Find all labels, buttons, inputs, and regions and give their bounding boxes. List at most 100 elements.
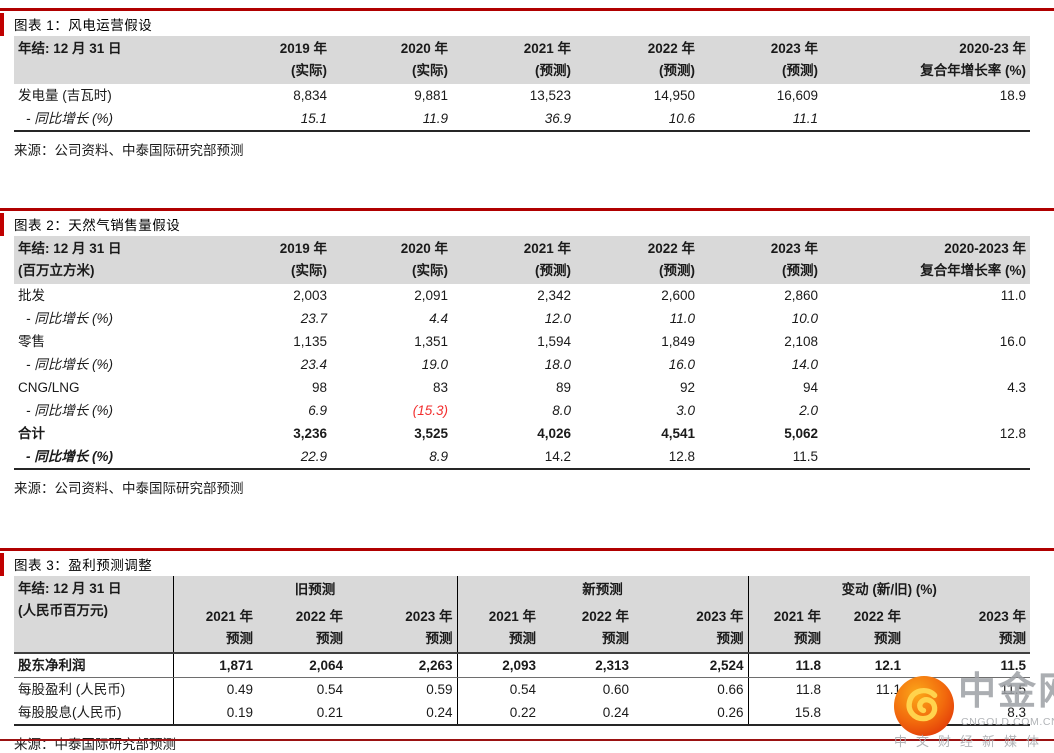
chart3-top-rule bbox=[0, 548, 1054, 551]
value-cell: 2,093 bbox=[456, 652, 540, 678]
col-header-2021: 2021 年预测 bbox=[747, 604, 825, 653]
value-cell: 11.5 bbox=[1000, 682, 1027, 697]
page-bottom-rule bbox=[0, 739, 1054, 741]
value-cell: 2,860 bbox=[784, 288, 818, 303]
col-header-2023: 2023 年预测 bbox=[633, 604, 748, 653]
col-header-2020: 2020 年 (实际) bbox=[331, 36, 452, 84]
value-cell: 8.9 bbox=[331, 445, 452, 470]
value-cell: 0.24 bbox=[540, 701, 633, 726]
chart3-red-bar bbox=[0, 552, 4, 576]
value-cell: 3,236 bbox=[293, 426, 327, 441]
chart3-section: 图表 3：盈利预测调整 年结: 12 月 31 日 (人民币百万元) 旧预测 新… bbox=[0, 548, 1054, 753]
value-cell: 15.1 bbox=[209, 107, 331, 132]
value-cell: 92 bbox=[679, 380, 695, 395]
value-cell: 18.9 bbox=[999, 88, 1026, 103]
chart1-top-rule bbox=[0, 8, 1054, 11]
chart3-source: 来源：中泰国际研究部预测 bbox=[14, 737, 176, 752]
value-cell: 0.49 bbox=[172, 677, 257, 701]
chart1-header-row: 年结: 12 月 31 日 2019 年 (实际) 2020 年 (实际) 2021… bbox=[14, 36, 1030, 84]
value-cell: 2,524 bbox=[633, 652, 748, 678]
row-label: 每股盈利 (人民币) bbox=[18, 682, 126, 697]
value-cell: 4,026 bbox=[537, 426, 571, 441]
negative-value-cell: (15.3) bbox=[412, 403, 448, 418]
value-cell: 1,849 bbox=[661, 334, 695, 349]
row-label: 股东净利润 bbox=[14, 652, 173, 678]
chart3-group-header-row: 年结: 12 月 31 日 (人民币百万元) 旧预测 新预测 变动 (新/旧) … bbox=[14, 576, 1031, 653]
value-cell: 3.0 bbox=[676, 403, 695, 418]
value-cell: 2,600 bbox=[661, 288, 695, 303]
value-cell: 1,135 bbox=[293, 334, 327, 349]
value-cell: 98 bbox=[311, 380, 327, 395]
col-header-2021: 2021 年 (预测) bbox=[452, 236, 575, 284]
group-header-new-forecast: 新预测 bbox=[456, 576, 748, 604]
value-cell: 15.8 bbox=[747, 701, 825, 726]
value-cell: 2,263 bbox=[347, 652, 457, 678]
value-cell: 14.2 bbox=[452, 445, 575, 470]
value-cell: 8.3 bbox=[905, 701, 1031, 726]
table-row: - 同比增长 (%) 23.7 4.4 12.0 11.0 10.0 bbox=[14, 307, 1030, 330]
group-header-change: 变动 (新/旧) (%) bbox=[747, 576, 1031, 604]
value-cell: 12.8 bbox=[575, 445, 699, 470]
value-cell: 23.4 bbox=[300, 357, 327, 372]
value-cell: 10.6 bbox=[575, 107, 699, 132]
value-cell: 2,064 bbox=[257, 652, 347, 678]
row-label: 每股股息(人民币) bbox=[14, 701, 173, 726]
value-cell: 89 bbox=[555, 380, 571, 395]
row-label: - 同比增长 (%) bbox=[14, 107, 209, 132]
value-cell: 11.5 bbox=[905, 652, 1031, 678]
chart2-source: 来源：公司资料、中泰国际研究部预测 bbox=[14, 481, 244, 496]
value-cell: 3,525 bbox=[414, 426, 448, 441]
row-label: 发电量 (吉瓦时) bbox=[18, 88, 112, 103]
chart2-header-row: 年结: 12 月 31 日 (百万立方米) 2019 年 (实际) 2020 年(… bbox=[14, 236, 1030, 284]
value-cell: 4,541 bbox=[661, 426, 695, 441]
chart3-year-header-row: 2021 年预测 2022 年预测 2023 年预测 2021 年预测 2022… bbox=[14, 604, 1031, 653]
table-row: 股东净利润 1,871 2,064 2,263 2,093 2,313 2,52… bbox=[14, 652, 1031, 678]
value-cell: 0.54 bbox=[316, 682, 343, 697]
value-cell: 11.9 bbox=[331, 107, 452, 132]
chart1-source: 来源：公司资料、中泰国际研究部预测 bbox=[14, 143, 244, 158]
value-cell: 8,834 bbox=[293, 88, 327, 103]
col-header-2019: 2019 年 (实际) bbox=[209, 36, 331, 84]
value-cell: 6.9 bbox=[308, 403, 327, 418]
value-cell: 0.26 bbox=[633, 701, 748, 726]
table-row: CNG/LNG 98 83 89 92 94 4.3 bbox=[14, 376, 1030, 399]
table-row: 零售 1,135 1,351 1,594 1,849 2,108 16.0 bbox=[14, 330, 1030, 353]
value-cell: 18.0 bbox=[544, 357, 571, 372]
table-row: - 同比增长 (%) 6.9 (15.3) 8.0 3.0 2.0 bbox=[14, 399, 1030, 422]
value-cell: 4.3 bbox=[1007, 380, 1026, 395]
table-row: 每股股息(人民币) 0.19 0.21 0.24 0.22 0.24 0.26 … bbox=[14, 701, 1031, 726]
value-cell: 5,062 bbox=[784, 426, 818, 441]
value-cell: 14.0 bbox=[791, 357, 818, 372]
value-cell: 2,003 bbox=[293, 288, 327, 303]
chart1-red-bar bbox=[0, 12, 4, 36]
value-cell: 12.0 bbox=[544, 311, 571, 326]
col-header-2022: 2022 年 (预测) bbox=[575, 236, 699, 284]
value-cell bbox=[822, 399, 1030, 422]
row-label: 零售 bbox=[18, 334, 45, 349]
table-row: 每股盈利 (人民币) 0.49 0.54 0.59 0.54 0.60 0.66… bbox=[14, 677, 1030, 701]
value-cell: 11.0 bbox=[669, 311, 695, 326]
value-cell: 19.0 bbox=[421, 357, 448, 372]
value-cell: 94 bbox=[802, 380, 818, 395]
value-cell: 2.0 bbox=[799, 403, 818, 418]
row-label: - 同比增长 (%) bbox=[26, 311, 113, 326]
col-header-cagr: 2020-23 年复合年增长率 (%) bbox=[822, 36, 1030, 84]
chart2-titlebar: 图表 2：天然气销售量假设 bbox=[0, 212, 1054, 236]
value-cell: 16,609 bbox=[776, 88, 818, 103]
col-header-2023: 2023 年预测 bbox=[347, 604, 457, 653]
row-label: 合计 bbox=[18, 426, 45, 441]
chart1-titlebar: 图表 1：风电运营假设 bbox=[0, 12, 1054, 36]
value-cell: 12.8 bbox=[999, 426, 1026, 441]
table-row: - 同比增长 (%) 15.1 11.9 36.9 10.6 11.1 bbox=[14, 107, 1030, 132]
value-cell: 0.24 bbox=[347, 701, 457, 726]
chart2-table: 年结: 12 月 31 日 (百万立方米) 2019 年 (实际) 2020 年(… bbox=[14, 236, 1030, 470]
value-cell: 11.8 bbox=[747, 652, 825, 678]
value-cell: 10.0 bbox=[791, 311, 818, 326]
col-header-2023: 2023 年 (预测) bbox=[699, 36, 822, 84]
value-cell: 2,108 bbox=[784, 334, 818, 349]
chart3-title: 图表 3：盈利预测调整 bbox=[14, 558, 153, 573]
value-cell: 0.22 bbox=[456, 701, 540, 726]
col-header-2022: 2022 年 (预测) bbox=[575, 36, 699, 84]
value-cell: 11.8 bbox=[747, 677, 825, 701]
col-header-2019: 2019 年 (实际) bbox=[209, 236, 331, 284]
